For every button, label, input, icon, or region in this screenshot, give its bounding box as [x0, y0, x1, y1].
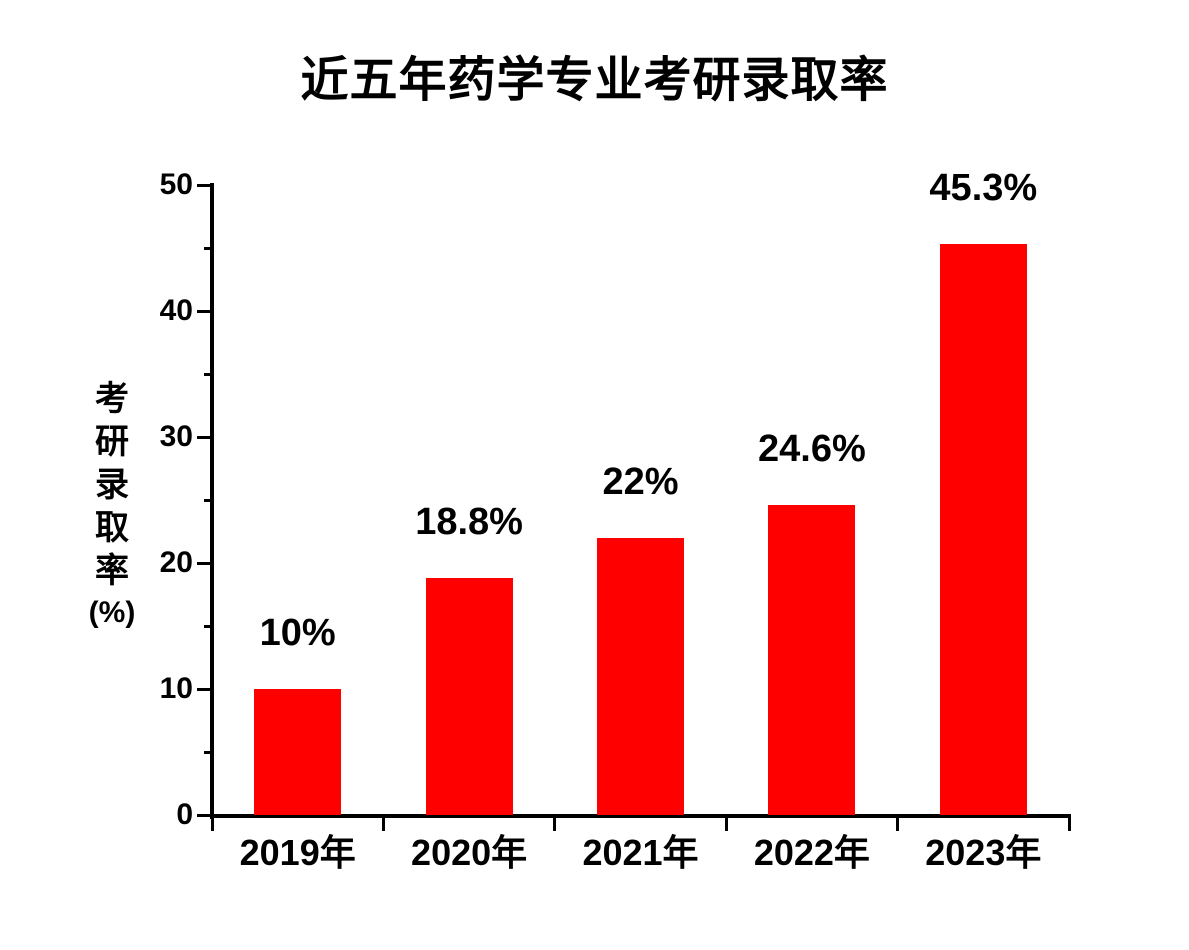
- y-axis-unit: (%): [88, 596, 136, 629]
- x-tick-label: 2023年: [925, 832, 1042, 873]
- y-tick-label: 20: [159, 546, 193, 579]
- bar: [939, 244, 1027, 815]
- y-axis-label-char: 录: [95, 466, 129, 504]
- x-tick: [210, 818, 214, 831]
- y-minor-tick: [204, 498, 212, 502]
- y-axis-label: 考研录取率 (%): [82, 378, 142, 633]
- bar: [597, 537, 684, 815]
- y-axis-label-char: 考: [95, 380, 129, 418]
- y-axis-label-char: 取: [95, 509, 129, 547]
- y-axis-label-char: 研: [95, 423, 129, 461]
- x-tick-label: 2022年: [753, 832, 870, 873]
- bar: [254, 689, 342, 815]
- bar-value-label: 10%: [259, 612, 336, 654]
- y-axis-label-text: 考研录取率: [82, 378, 142, 593]
- y-minor-tick: [204, 624, 212, 628]
- bar: [768, 505, 856, 815]
- x-axis-line: [210, 814, 1071, 818]
- bar: [425, 578, 513, 815]
- y-minor-tick: [204, 750, 212, 754]
- x-tick: [553, 818, 557, 831]
- bar-value-label: 18.8%: [415, 501, 523, 544]
- x-tick-label: 2020年: [411, 832, 528, 873]
- x-tick: [381, 818, 385, 831]
- y-tick-label: 50: [159, 168, 193, 201]
- y-major-tick: [197, 813, 212, 817]
- y-tick-label: 40: [159, 294, 193, 327]
- y-axis-line: [210, 183, 214, 819]
- y-major-tick: [197, 435, 212, 439]
- y-tick-label: 0: [176, 798, 193, 831]
- x-tick: [1067, 818, 1071, 831]
- x-tick-label: 2021年: [582, 832, 699, 873]
- bar-value-label: 24.6%: [758, 428, 866, 471]
- x-tick-label: 2019年: [239, 832, 356, 873]
- y-tick-label: 30: [159, 420, 193, 453]
- y-major-tick: [197, 309, 212, 313]
- chart-title: 近五年药学专业考研录取率: [300, 54, 889, 107]
- y-major-tick: [197, 561, 212, 565]
- y-axis-label-char: 率: [95, 552, 129, 590]
- y-tick-label: 10: [159, 672, 193, 705]
- x-tick: [724, 818, 728, 831]
- bar-value-label: 45.3%: [929, 167, 1038, 210]
- y-minor-tick: [204, 246, 212, 250]
- y-major-tick: [197, 687, 212, 691]
- bar-value-label: 22%: [602, 460, 679, 503]
- x-tick: [896, 818, 900, 831]
- y-major-tick: [197, 183, 212, 187]
- y-minor-tick: [204, 372, 212, 376]
